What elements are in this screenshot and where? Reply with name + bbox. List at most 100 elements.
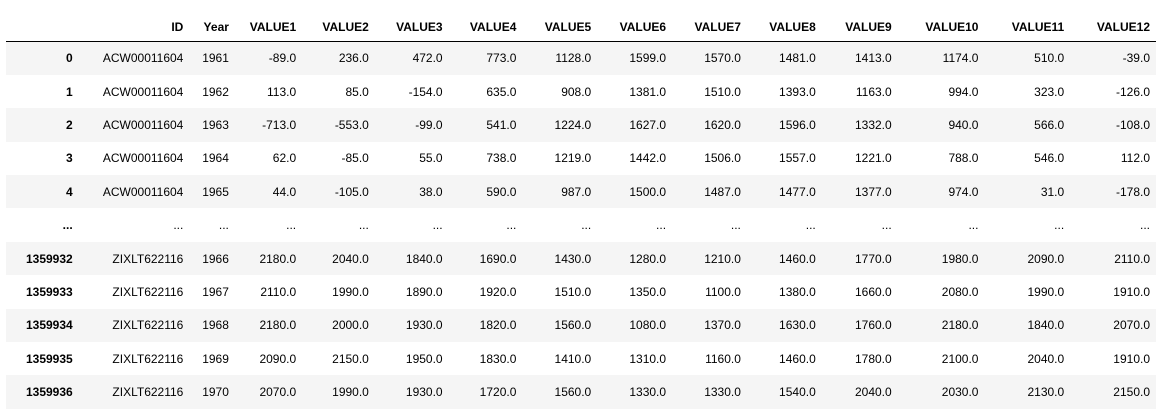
table-cell: 1481.0 (779, 51, 816, 66)
table-cell: 1961 (202, 51, 229, 66)
column-header: VALUE4 (448, 13, 523, 42)
table-cell: ... (218, 218, 229, 233)
table-cell: 1370.0 (704, 318, 741, 333)
table-cell: 1224.0 (554, 117, 592, 132)
table-cell: 1840.0 (1027, 318, 1065, 333)
table-cell: 1627.0 (629, 117, 667, 132)
table-cell: 738.0 (486, 151, 517, 166)
table-cell: ... (656, 218, 667, 233)
table-cell: ... (881, 218, 892, 233)
table-cell: ACW00011604 (102, 117, 184, 132)
table-cell: 1377.0 (854, 184, 892, 199)
table-cell: ... (730, 218, 741, 233)
table-cell: 1980.0 (941, 251, 979, 266)
table-row: 4 ACW00011604 1965 44.0 -105.0 38.0 590.0 987.0… (6, 175, 1156, 209)
table-cell: 1221.0 (854, 151, 892, 166)
table-row: 3 ACW00011604 1964 62.0 -85.0 55.0 738.0 1219.0… (6, 141, 1156, 176)
row-index: 0 (66, 51, 73, 66)
table-cell: 1690.0 (479, 251, 517, 266)
table-cell: 1630.0 (779, 318, 816, 333)
table-cell: 510.0 (1034, 51, 1065, 66)
table-cell: 987.0 (561, 184, 592, 199)
table-cell: 1500.0 (629, 184, 667, 199)
ellipsis-row: ........................................… (6, 208, 1156, 242)
table-cell: ... (1054, 218, 1065, 233)
column-header: VALUE5 (522, 13, 598, 42)
column-header: VALUE12 (1070, 13, 1156, 42)
table-cell: 1560.0 (554, 318, 592, 333)
table-cell: ZIXLT622116 (112, 351, 184, 366)
table-cell: 1310.0 (629, 351, 667, 366)
table-row: 1359932 ZIXLT622116 1966 2180.0 2040.0 1840.0… (6, 241, 1156, 276)
table-cell: ... (432, 218, 443, 233)
table-cell: 1770.0 (854, 251, 892, 266)
column-header: ID (78, 13, 190, 42)
table-cell: 1219.0 (554, 151, 592, 166)
table-cell: 2040.0 (854, 385, 892, 400)
table-body: 0 ACW00011604 1961 -89.0 236.0 472.0 773.0 1128… (6, 41, 1156, 409)
table-cell: 1990.0 (332, 284, 369, 299)
table-cell: 1962 (202, 84, 229, 99)
table-cell: ZIXLT622116 (112, 251, 184, 266)
table-cell: 1381.0 (629, 84, 667, 99)
table-cell: 1890.0 (405, 284, 443, 299)
table-cell: -178.0 (1115, 184, 1150, 199)
table-cell: ACW00011604 (102, 151, 184, 166)
table-cell: 1910.0 (1113, 284, 1150, 299)
table-cell: 1963 (202, 117, 229, 132)
table-cell: 1442.0 (629, 151, 667, 166)
table-cell: 1967 (202, 284, 229, 299)
table-row: 1359933 ZIXLT622116 1967 2110.0 1990.0 1890.0… (6, 275, 1156, 309)
table-cell: 2070.0 (259, 385, 297, 400)
table-cell: ... (581, 218, 592, 233)
table-cell: 1430.0 (554, 251, 592, 266)
column-header: VALUE9 (821, 13, 898, 42)
table-cell: 635.0 (486, 84, 517, 99)
table-cell: 1163.0 (855, 84, 892, 99)
table-cell: 2040.0 (332, 251, 369, 266)
column-header: VALUE8 (746, 13, 822, 42)
column-header: VALUE1 (234, 13, 303, 42)
column-header: VALUE7 (672, 13, 747, 42)
table-cell: 2110.0 (260, 284, 297, 299)
table-cell: 1964 (202, 151, 229, 166)
table-cell: 1557.0 (779, 151, 816, 166)
column-header: Year (189, 13, 235, 42)
table-cell: ... (286, 218, 297, 233)
row-index: 1 (66, 84, 73, 99)
table-cell: 1332.0 (854, 117, 892, 132)
table-cell: 1968 (202, 318, 229, 333)
table-cell: ACW00011604 (102, 184, 184, 199)
table-cell: 2090.0 (1027, 251, 1065, 266)
table-cell: -39.0 (1122, 51, 1150, 66)
table-cell: 44.0 (272, 184, 297, 199)
table-cell: 2180.0 (259, 318, 297, 333)
table-cell: 1920.0 (479, 284, 517, 299)
table-cell: 1460.0 (779, 251, 816, 266)
column-header: VALUE6 (597, 13, 673, 42)
table-cell: 1820.0 (479, 318, 517, 333)
table-cell: 1174.0 (942, 51, 979, 66)
row-index: 1359933 (25, 284, 73, 299)
table-cell: 773.0 (486, 51, 517, 66)
table-cell: 1990.0 (332, 385, 369, 400)
table-cell: 1540.0 (779, 385, 816, 400)
table-row: 1359935 ZIXLT622116 1969 2090.0 2150.0 1950.0… (6, 342, 1156, 376)
table-cell: 1100.0 (705, 284, 741, 299)
table-row: 1359934 ZIXLT622116 1968 2180.0 2000.0 1930.0… (6, 308, 1156, 343)
row-index: 1359935 (25, 351, 73, 366)
table-cell: 994.0 (948, 84, 979, 99)
table-cell: 566.0 (1034, 117, 1065, 132)
table-cell: 323.0 (1034, 84, 1065, 99)
table-row: 0 ACW00011604 1961 -89.0 236.0 472.0 773.0 1128… (6, 41, 1156, 75)
table-cell: 472.0 (412, 51, 443, 66)
table-row: 2 ACW00011604 1963 -713.0 -553.0 -99.0 541.0 12… (6, 108, 1156, 142)
table-row: 1359936 ZIXLT622116 1970 2070.0 1990.0 1930.0… (6, 375, 1156, 409)
table-cell: 62.0 (272, 151, 297, 166)
table-cell: 2130.0 (1027, 385, 1065, 400)
table-cell: 1160.0 (705, 351, 741, 366)
table-cell: 1330.0 (704, 385, 741, 400)
table-cell: 1720.0 (479, 385, 517, 400)
table-cell: 1410.0 (554, 351, 592, 366)
table-cell: 2080.0 (941, 284, 979, 299)
